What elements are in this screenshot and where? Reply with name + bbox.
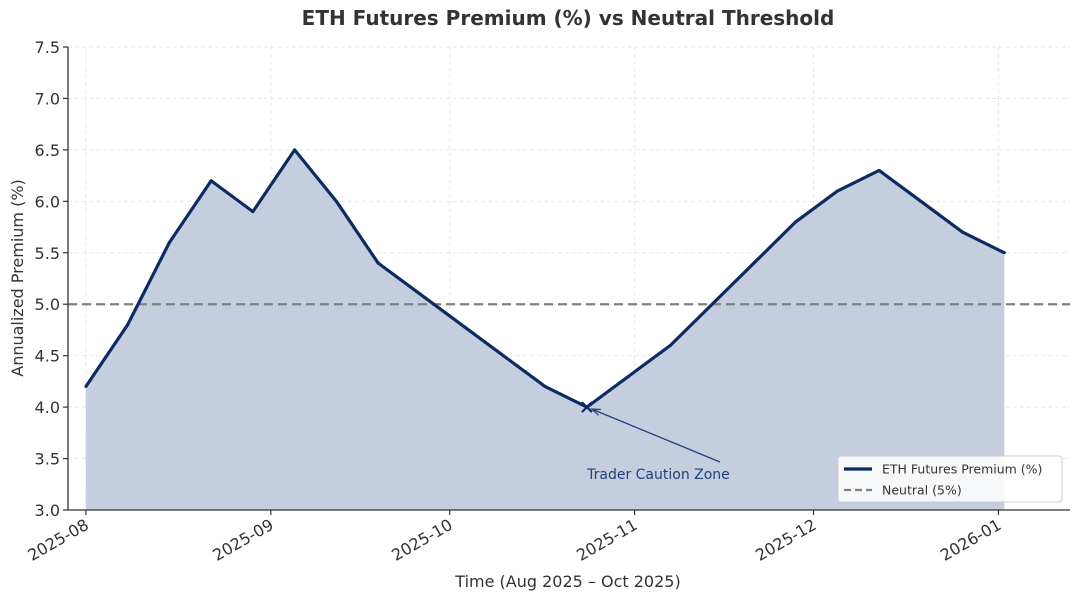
data-point [544,385,547,388]
legend-label-premium: ETH Futures Premium (%) [882,462,1042,477]
data-point [335,200,338,203]
data-point [627,375,630,378]
data-point [752,262,755,265]
data-point [919,200,922,203]
data-point [460,323,463,326]
chart-title: ETH Futures Premium (%) vs Neutral Thres… [302,6,835,30]
x-tick-label: 2025-09 [209,515,276,565]
data-point [418,292,421,295]
y-tick-label: 4.0 [35,398,60,417]
x-tick-label: 2025-11 [573,515,640,565]
data-point [84,385,87,388]
data-point [1003,251,1006,254]
data-point [168,241,171,244]
y-tick-label: 6.5 [35,141,60,160]
annotation-label: Trader Caution Zone [586,467,730,483]
y-tick-label: 3.5 [35,450,60,469]
data-point [836,190,839,193]
y-tick-label: 3.0 [35,501,60,520]
data-point [961,231,964,234]
data-point [126,323,129,326]
x-tick-label: 2025-10 [388,515,455,565]
data-point [878,169,881,172]
y-tick-label: 6.0 [35,192,60,211]
x-tick-label: 2026-01 [937,515,1004,565]
x-tick-label: 2025-12 [752,515,819,565]
y-tick-label: 5.0 [35,295,60,314]
y-tick-label: 7.0 [35,89,60,108]
data-point [502,354,505,357]
data-point [669,344,672,347]
data-point [251,210,254,213]
data-point [794,220,797,223]
data-point [711,303,714,306]
data-point [293,148,296,151]
legend-label-neutral: Neutral (5%) [882,483,962,498]
y-tick-label: 4.5 [35,347,60,366]
x-tick-label: 2025-08 [24,515,91,565]
y-tick-label: 7.5 [35,38,60,57]
data-point [210,179,213,182]
legend: ETH Futures Premium (%) Neutral (5%) [838,456,1062,502]
data-point [377,262,380,265]
y-tick-label: 5.5 [35,244,60,263]
x-axis-label: Time (Aug 2025 – Oct 2025) [454,572,680,591]
y-axis-label: Annualized Premium (%) [8,179,27,377]
